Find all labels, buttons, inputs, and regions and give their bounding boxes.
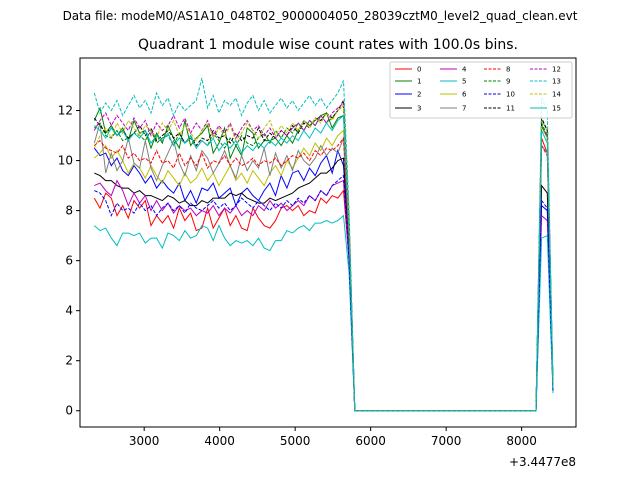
legend-label-3: 3 (417, 105, 421, 113)
x-axis-offset-label: +3.4477e8 (509, 455, 576, 469)
series-line-11 (93, 98, 554, 412)
x-tick-label: 8000 (506, 434, 537, 448)
series-line-2 (93, 147, 554, 412)
figure-suptitle: Data file: modeM0/AS1A10_048T02_90000040… (63, 9, 578, 23)
y-axis: 0 2 4 6 8 10 12 (58, 104, 80, 418)
legend-label-10: 10 (506, 91, 515, 99)
y-tick-label: 2 (65, 354, 73, 368)
series-line-7 (93, 122, 554, 412)
legend-label-12: 12 (552, 66, 561, 74)
series-line-8 (93, 136, 554, 412)
series-line-15 (93, 114, 554, 412)
series-line-0 (93, 137, 554, 412)
x-tick-label: 7000 (431, 434, 462, 448)
legend-label-4: 4 (462, 66, 467, 74)
y-tick-label: 8 (65, 204, 73, 218)
series-line-4 (94, 179, 554, 412)
series-layer (93, 77, 554, 412)
x-tick-label: 6000 (355, 434, 386, 448)
series-line-5 (93, 214, 554, 412)
legend-label-2: 2 (417, 91, 421, 99)
legend-label-14: 14 (552, 91, 561, 99)
legend-label-0: 0 (417, 66, 421, 74)
series-line-10 (94, 174, 554, 412)
legend-label-7: 7 (462, 105, 466, 113)
x-tick-label: 5000 (280, 434, 311, 448)
y-tick-label: 0 (65, 404, 73, 418)
legend-frame (389, 61, 573, 119)
series-line-12 (93, 101, 554, 412)
legend-label-8: 8 (506, 66, 510, 74)
y-tick-label: 4 (65, 304, 73, 318)
legend-label-15: 15 (552, 105, 561, 113)
legend-label-1: 1 (417, 78, 421, 86)
series-line-3 (94, 157, 554, 412)
y-tick-label: 10 (58, 154, 73, 168)
chart-title: Quadrant 1 module wise count rates with … (138, 37, 518, 53)
legend-label-13: 13 (552, 78, 561, 86)
legend-label-6: 6 (462, 91, 467, 99)
legend-label-9: 9 (506, 78, 510, 86)
legend-label-5: 5 (462, 78, 466, 86)
x-axis: 3000 4000 5000 6000 7000 8000 (129, 427, 537, 448)
series-line-1 (93, 106, 554, 412)
x-tick-label: 3000 (129, 434, 160, 448)
legend-label-11: 11 (506, 105, 515, 113)
y-tick-label: 6 (65, 254, 73, 268)
plot-frame (79, 57, 577, 428)
y-tick-label: 12 (58, 104, 73, 118)
x-tick-label: 4000 (204, 434, 235, 448)
